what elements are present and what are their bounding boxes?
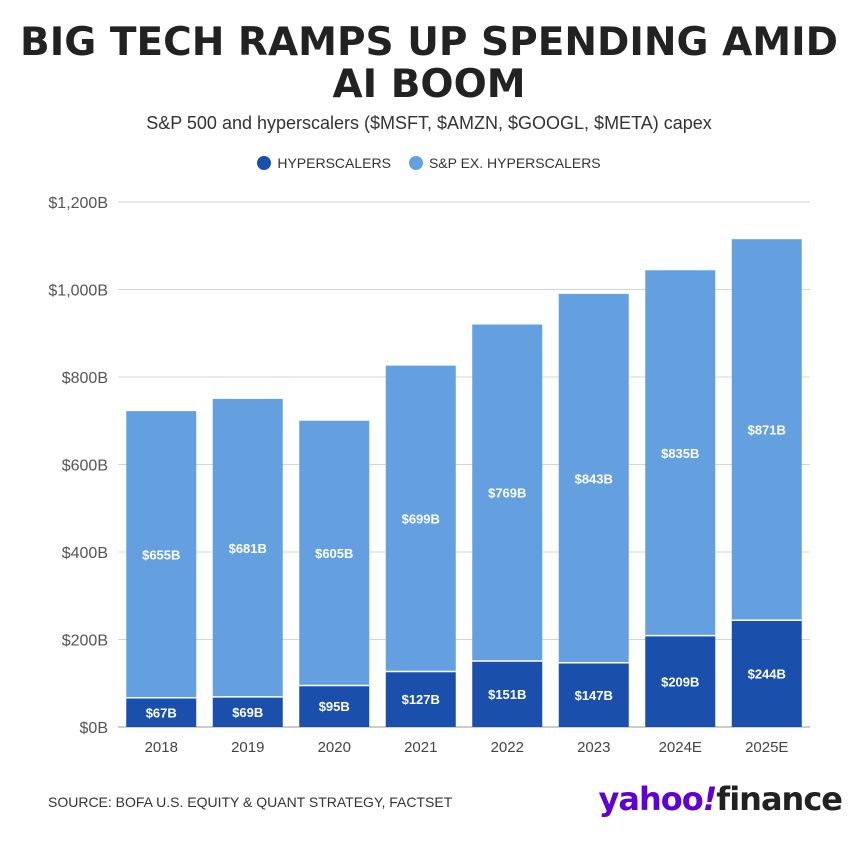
logo-bang: ! bbox=[702, 780, 718, 818]
x-tick-label: 2023 bbox=[577, 739, 610, 756]
data-label-hyperscalers: $67B bbox=[146, 705, 177, 720]
y-tick-label: $400B bbox=[62, 545, 108, 562]
data-label-sp-ex-hyperscalers: $699B bbox=[402, 512, 440, 527]
legend-label-hyperscalers: HYPERSCALERS bbox=[277, 155, 391, 171]
x-tick-label: 2019 bbox=[231, 739, 264, 756]
bar-hyperscalers bbox=[212, 696, 283, 727]
data-label-sp-ex-hyperscalers: $835B bbox=[661, 446, 699, 461]
stacked-bar-chart: $0B $200B $400B $600B $800B $1,000B $1,200B $67… bbox=[48, 195, 810, 756]
bar-sp-ex-hyperscalers bbox=[212, 398, 283, 697]
bar-sp-ex-hyperscalers bbox=[385, 365, 456, 672]
legend-swatch-hyperscalers bbox=[257, 156, 272, 170]
data-label-sp-ex-hyperscalers: $681B bbox=[229, 541, 267, 556]
bar-sp-ex-hyperscalers bbox=[558, 293, 629, 663]
bar-sp-ex-hyperscalers bbox=[126, 411, 197, 698]
x-tick-label: 2018 bbox=[145, 739, 178, 756]
legend-swatch-sp-ex-hyperscalers bbox=[408, 156, 423, 170]
legend-item-sp-ex-hyperscalers: S&P EX. HYPERSCALERS bbox=[408, 155, 601, 171]
bar-hyperscalers bbox=[645, 635, 716, 727]
data-label-hyperscalers: $69B bbox=[232, 705, 263, 720]
x-tick-label: 2024E bbox=[659, 739, 702, 756]
data-label-sp-ex-hyperscalers: $769B bbox=[488, 486, 526, 501]
y-tick-label: $1,000B bbox=[48, 283, 108, 300]
y-tick-label: $600B bbox=[62, 458, 108, 475]
data-label-hyperscalers: $151B bbox=[488, 687, 526, 702]
data-label-sp-ex-hyperscalers: $655B bbox=[142, 547, 180, 562]
legend-item-hyperscalers: HYPERSCALERS bbox=[257, 155, 391, 171]
x-tick-label: 2025E bbox=[745, 739, 788, 756]
data-label-hyperscalers: $95B bbox=[319, 699, 350, 714]
logo-product: finance bbox=[716, 780, 843, 818]
bar-sp-ex-hyperscalers bbox=[472, 324, 543, 661]
bar-sp-ex-hyperscalers bbox=[645, 270, 716, 636]
chart-subtitle: S&P 500 and hyperscalers ($MSFT, $AMZN, … bbox=[146, 113, 712, 133]
bar-hyperscalers bbox=[126, 697, 197, 727]
source-note: SOURCE: BOFA U.S. EQUITY & QUANT STRATEG… bbox=[48, 794, 453, 810]
bar-hyperscalers bbox=[299, 685, 370, 727]
y-tick-label: $200B bbox=[62, 633, 108, 650]
bar-hyperscalers bbox=[385, 671, 456, 727]
legend: HYPERSCALERS S&P EX. HYPERSCALERS bbox=[0, 155, 858, 171]
data-label-sp-ex-hyperscalers: $605B bbox=[315, 546, 353, 561]
chart-title: BIG TECH RAMPS UP SPENDING AMID AI BOOM bbox=[20, 20, 838, 107]
bar-sp-ex-hyperscalers bbox=[299, 420, 370, 686]
data-label-sp-ex-hyperscalers: $843B bbox=[575, 471, 613, 486]
yahoo-finance-logo: yahoo!finance bbox=[598, 780, 843, 818]
y-tick-label: $1,200B bbox=[48, 195, 108, 212]
logo-brand: yahoo bbox=[598, 780, 703, 818]
data-label-hyperscalers: $209B bbox=[661, 674, 699, 689]
data-label-hyperscalers: $127B bbox=[402, 692, 440, 707]
data-label-hyperscalers: $244B bbox=[748, 667, 786, 682]
y-tick-label: $0B bbox=[80, 720, 108, 737]
x-tick-label: 2021 bbox=[404, 739, 437, 756]
bar-hyperscalers bbox=[731, 620, 802, 727]
bar-hyperscalers bbox=[472, 660, 543, 727]
y-tick-label: $800B bbox=[62, 370, 108, 387]
legend-label-sp-ex-hyperscalers: S&P EX. HYPERSCALERS bbox=[428, 155, 601, 171]
bar-sp-ex-hyperscalers bbox=[731, 239, 802, 621]
x-tick-label: 2022 bbox=[491, 739, 524, 756]
data-label-sp-ex-hyperscalers: $871B bbox=[748, 423, 786, 438]
x-tick-label: 2020 bbox=[318, 739, 351, 756]
bar-hyperscalers bbox=[558, 662, 629, 727]
data-label-hyperscalers: $147B bbox=[575, 688, 613, 703]
